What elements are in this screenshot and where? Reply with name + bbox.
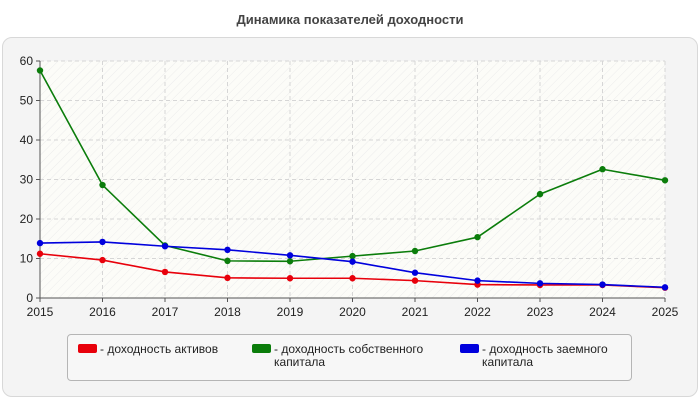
legend-label-equity: - доходность собственного капитала (274, 342, 424, 369)
data-point-series-2 (599, 281, 606, 288)
legend-swatch-debt (460, 344, 479, 353)
data-point-series-0 (286, 275, 294, 282)
y-tick-label: 10 (20, 252, 34, 266)
x-tick-label: 2015 (27, 305, 54, 319)
data-point-series-2 (286, 252, 294, 259)
data-point-series-1 (661, 177, 669, 184)
y-tick-label: 30 (20, 173, 34, 187)
legend-label-debt: - доходность заемного капитала (482, 342, 608, 369)
legend-swatch-equity (252, 344, 271, 353)
data-point-series-2 (161, 243, 169, 250)
data-point-series-0 (224, 274, 231, 282)
x-tick-label: 2017 (152, 305, 179, 319)
data-point-series-2 (474, 277, 481, 284)
data-point-series-2 (99, 238, 106, 246)
data-point-series-2 (661, 284, 669, 291)
data-point-series-0 (99, 256, 106, 264)
x-tick-label: 2019 (277, 305, 304, 319)
data-point-series-1 (349, 252, 356, 260)
y-tick-label: 60 (20, 54, 34, 68)
data-point-series-2 (536, 280, 544, 287)
y-tick-label: 40 (20, 133, 34, 147)
data-point-series-1 (474, 233, 481, 241)
x-tick-label: 2018 (214, 305, 241, 319)
chart-title: Динамика показателей доходности (236, 12, 464, 27)
x-tick-label: 2020 (339, 305, 366, 319)
x-tick-label: 2024 (589, 305, 616, 319)
chart-legend: - доходность активов - доходность собств… (67, 334, 632, 381)
data-point-series-2 (36, 239, 44, 247)
legend-label-assets: - доходность активов (100, 342, 219, 356)
x-tick-label: 2021 (402, 305, 429, 319)
data-point-series-0 (349, 275, 356, 282)
data-point-series-1 (536, 190, 544, 198)
data-point-series-1 (286, 258, 294, 265)
data-point-series-0 (411, 277, 419, 284)
data-point-series-1 (99, 181, 106, 189)
data-point-series-2 (411, 269, 419, 276)
legend-swatch-assets (78, 344, 97, 353)
data-point-series-2 (224, 246, 231, 254)
data-point-series-0 (36, 250, 44, 257)
data-point-series-0 (161, 268, 169, 276)
y-tick-label: 50 (20, 94, 34, 108)
y-tick-label: 0 (26, 291, 33, 305)
data-point-series-1 (36, 67, 44, 74)
x-tick-label: 2025 (652, 305, 679, 319)
data-point-series-2 (349, 258, 356, 265)
x-tick-label: 2022 (464, 305, 491, 319)
x-tick-label: 2016 (89, 305, 116, 319)
y-tick-label: 20 (20, 212, 34, 226)
x-tick-label: 2023 (527, 305, 554, 319)
data-point-series-1 (599, 166, 606, 173)
data-point-series-1 (224, 257, 231, 265)
data-point-series-1 (411, 247, 419, 255)
